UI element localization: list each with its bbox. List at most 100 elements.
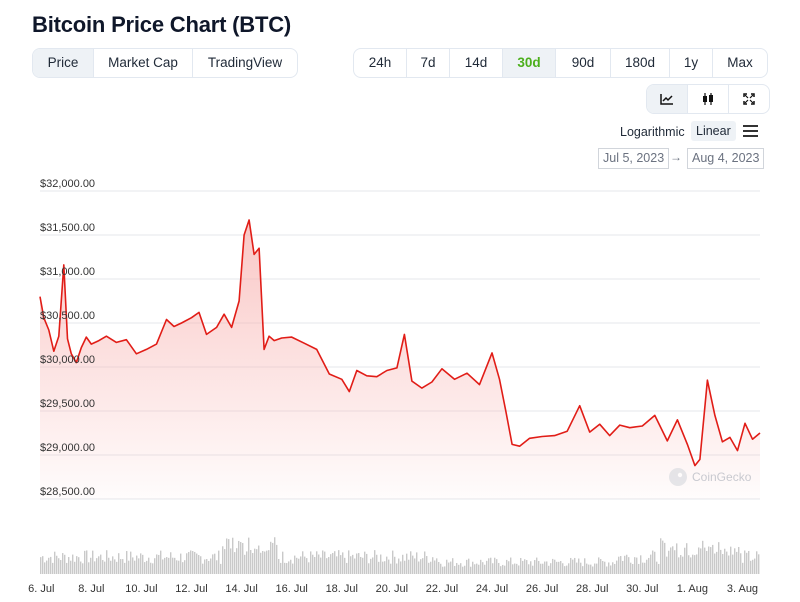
volume-bar bbox=[308, 562, 310, 574]
range-24h-button[interactable]: 24h bbox=[354, 49, 407, 77]
volume-bar bbox=[598, 557, 600, 574]
volume-bar bbox=[356, 553, 358, 574]
volume-bar bbox=[684, 547, 686, 574]
volume-bar bbox=[346, 562, 348, 574]
x-tick-label: 28. Jul bbox=[576, 583, 608, 595]
y-tick-label: $30,500.00 bbox=[40, 310, 95, 322]
volume-bar bbox=[560, 561, 562, 574]
volume-bar bbox=[332, 552, 334, 574]
volume-bar bbox=[52, 562, 54, 574]
volume-bar bbox=[394, 556, 396, 574]
volume-bar bbox=[528, 564, 530, 574]
volume-bar bbox=[676, 543, 678, 574]
volume-bar bbox=[234, 552, 236, 574]
volume-bar bbox=[636, 557, 638, 574]
volume-bar bbox=[110, 560, 112, 574]
range-1y-button[interactable]: 1y bbox=[670, 49, 713, 77]
tab-price[interactable]: Price bbox=[33, 49, 94, 77]
volume-bar bbox=[536, 557, 538, 574]
range-14d-button[interactable]: 14d bbox=[450, 49, 503, 77]
date-from-input[interactable]: Jul 5, 2023 bbox=[598, 148, 670, 169]
logarithmic-toggle[interactable]: Logarithmic bbox=[620, 125, 685, 139]
volume-bar bbox=[608, 562, 610, 574]
chart-menu-button[interactable] bbox=[743, 125, 758, 140]
volume-bar bbox=[160, 550, 162, 574]
volume-bar bbox=[654, 551, 656, 574]
x-tick-label: 30. Jul bbox=[626, 583, 658, 595]
volume-bar bbox=[198, 555, 200, 574]
volume-bar bbox=[564, 566, 566, 574]
volume-bar bbox=[570, 557, 572, 574]
volume-bar bbox=[638, 563, 640, 574]
volume-bar bbox=[430, 561, 432, 574]
volume-bar bbox=[632, 563, 634, 574]
volume-bar bbox=[44, 562, 46, 574]
volume-bar bbox=[734, 548, 736, 574]
range-90d-button[interactable]: 90d bbox=[556, 49, 611, 77]
volume-bar bbox=[724, 548, 726, 574]
linear-toggle[interactable]: Linear bbox=[691, 121, 736, 141]
x-tick-label: 1. Aug bbox=[677, 583, 708, 595]
volume-bar bbox=[82, 563, 84, 574]
volume-bar bbox=[424, 551, 426, 574]
volume-bar bbox=[370, 558, 372, 574]
volume-bar bbox=[454, 565, 456, 574]
volume-bar bbox=[634, 557, 636, 574]
volume-bar bbox=[470, 566, 472, 574]
volume-bar bbox=[154, 558, 156, 574]
volume-bar bbox=[372, 557, 374, 574]
volume-bar bbox=[310, 551, 312, 574]
volume-bar bbox=[304, 556, 306, 574]
tab-market-cap[interactable]: Market Cap bbox=[94, 49, 193, 77]
volume-bar bbox=[420, 559, 422, 574]
candlestick-button[interactable] bbox=[688, 85, 729, 113]
fullscreen-button[interactable] bbox=[729, 85, 769, 113]
volume-bar bbox=[348, 550, 350, 574]
volume-bar bbox=[522, 560, 524, 574]
volume-bar bbox=[700, 548, 702, 574]
range-7d-button[interactable]: 7d bbox=[407, 49, 450, 77]
volume-bar bbox=[148, 557, 150, 574]
price-line bbox=[39, 219, 761, 467]
volume-bar bbox=[500, 566, 502, 574]
volume-bar bbox=[646, 559, 648, 574]
volume-bar bbox=[374, 550, 376, 574]
volume-bar bbox=[548, 565, 550, 574]
volume-bar bbox=[702, 540, 704, 574]
tab-tradingview[interactable]: TradingView bbox=[207, 55, 283, 70]
volume-bar bbox=[410, 551, 412, 574]
volume-bar bbox=[476, 563, 478, 574]
volume-bar bbox=[182, 562, 184, 574]
date-to-input[interactable]: Aug 4, 2023 bbox=[687, 148, 765, 169]
volume-bar bbox=[728, 555, 730, 574]
volume-bar bbox=[716, 551, 718, 574]
volume-bar bbox=[256, 549, 258, 574]
volume-bar bbox=[460, 563, 462, 574]
volume-bar bbox=[252, 553, 254, 574]
volume-bar bbox=[312, 554, 314, 574]
volume-bar bbox=[630, 562, 632, 574]
volume-bar bbox=[464, 565, 466, 574]
volume-bar bbox=[368, 563, 370, 574]
volume-bar bbox=[744, 550, 746, 574]
volume-bar bbox=[468, 558, 470, 574]
volume-bar bbox=[648, 557, 650, 574]
volume-bar bbox=[624, 555, 626, 574]
volume-bar bbox=[226, 538, 228, 574]
volume-bar bbox=[682, 556, 684, 574]
volume-bar bbox=[574, 557, 576, 574]
volume-bar bbox=[730, 546, 732, 574]
volume-bar bbox=[166, 557, 168, 574]
line-chart-button[interactable] bbox=[647, 85, 688, 113]
volume-bar bbox=[412, 555, 414, 574]
volume-bar bbox=[502, 564, 504, 574]
x-tick-label: 3. Aug bbox=[727, 583, 758, 595]
range-180d-button[interactable]: 180d bbox=[611, 49, 670, 77]
volume-bar bbox=[188, 551, 190, 574]
range-max-button[interactable]: Max bbox=[727, 55, 753, 70]
volume-bar bbox=[86, 550, 88, 574]
range-30d-button[interactable]: 30d bbox=[503, 49, 556, 77]
volume-bar bbox=[322, 550, 324, 574]
volume-bar bbox=[650, 554, 652, 574]
